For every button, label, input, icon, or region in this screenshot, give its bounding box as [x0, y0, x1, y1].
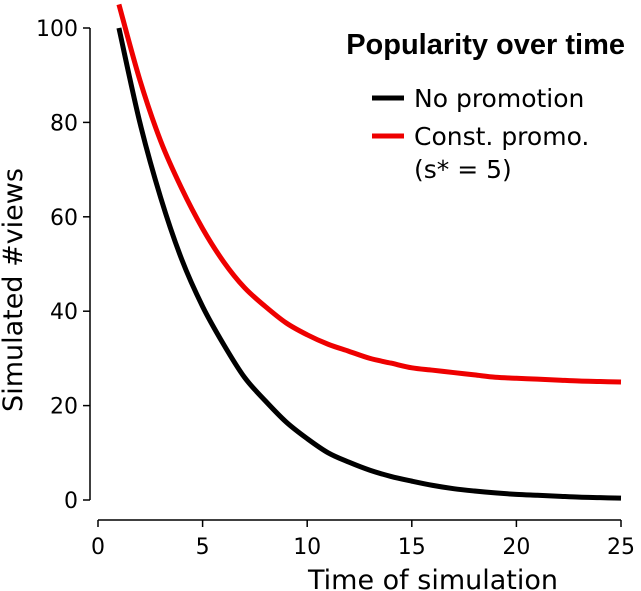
x-tick-label: 0: [91, 535, 105, 560]
y-tick-label: 60: [50, 206, 78, 231]
series-lines: [116, 3, 622, 501]
x-tick-label: 15: [398, 535, 426, 560]
series-line-const-promo: [116, 3, 622, 385]
y-axis-title: Simulated #views: [0, 168, 29, 412]
chart-title: Popularity over time: [346, 29, 625, 61]
y-tick-label: 80: [50, 111, 78, 136]
y-tick-label: 20: [50, 395, 78, 420]
legend: No promotion Const. promo. (s* = 5): [372, 84, 589, 184]
x-axis-title: Time of simulation: [307, 565, 558, 591]
y-tick-label: 40: [50, 300, 78, 325]
legend-label-const-promo-line2: (s* = 5): [414, 155, 512, 184]
legend-label-no-promotion: No promotion: [414, 84, 584, 113]
x-tick-label: 5: [196, 535, 210, 560]
y-ticks: 0 20 40 60 80 100: [36, 17, 90, 514]
x-tick-label: 10: [293, 535, 321, 560]
x-tick-label: 25: [607, 535, 635, 560]
y-tick-label: 100: [36, 17, 78, 42]
legend-label-const-promo: Const. promo.: [414, 122, 589, 151]
y-tick-label: 0: [64, 489, 78, 514]
x-ticks: 0 5 10 15 20 25: [91, 520, 635, 560]
series-line-no-promotion: [116, 27, 622, 501]
axes: [89, 28, 621, 521]
x-tick-label: 20: [502, 535, 530, 560]
